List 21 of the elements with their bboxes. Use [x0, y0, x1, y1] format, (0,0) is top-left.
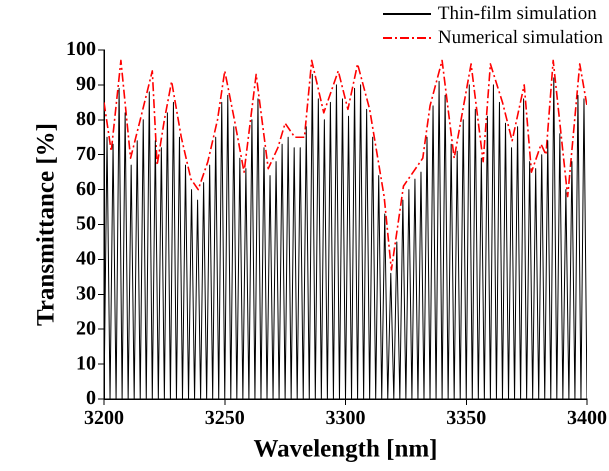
x-tick-label: 3300	[326, 407, 366, 430]
x-tick-label: 3250	[204, 407, 245, 430]
y-tick-label: 20	[76, 317, 96, 340]
x-tick-label: 3350	[446, 407, 486, 430]
x-tick-label: 3200	[84, 407, 124, 430]
line-series	[104, 60, 587, 271]
legend-label: Thin-film simulation	[438, 2, 597, 26]
y-tick-label: 50	[76, 212, 96, 235]
y-tick-label: 40	[76, 248, 96, 270]
y-tick-label: 0	[86, 387, 96, 410]
y-axis-title: Transmittance [%]	[32, 123, 60, 326]
y-tick-label: 10	[76, 352, 96, 374]
x-axis-title: Wavelength [nm]	[253, 435, 438, 462]
x-tick-label: 3400	[567, 407, 607, 430]
legend-label: Numerical simulation	[438, 26, 603, 50]
y-tick-label: 90	[76, 73, 96, 96]
y-tick-label: 80	[76, 108, 96, 130]
y-tick-label: 70	[76, 142, 96, 165]
y-tick-label: 30	[76, 282, 96, 304]
y-tick-label: 60	[76, 178, 96, 200]
y-tick-label: 100	[66, 38, 96, 60]
